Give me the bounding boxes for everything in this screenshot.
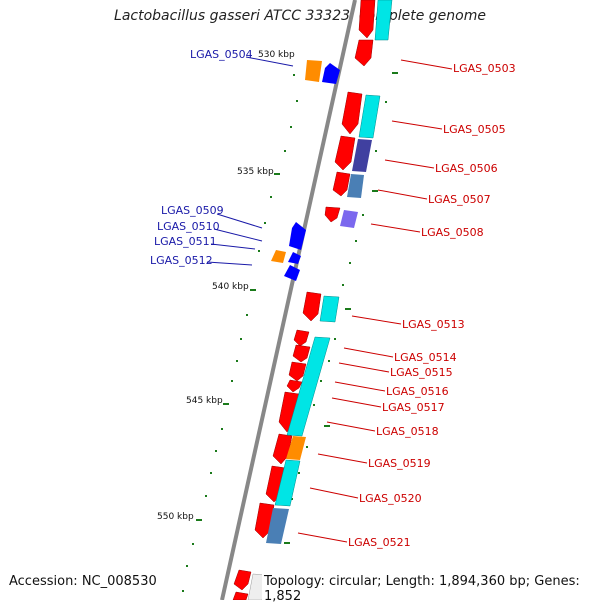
right-gene-labels	[297, 59, 453, 543]
tick-label: 530 kbp	[258, 50, 295, 60]
cds-gene-0507	[332, 171, 351, 197]
genome-stats-label: Topology: circular; Length: 1,894,360 bp…	[262, 574, 600, 604]
left-gene-labels	[206, 56, 294, 266]
label-lgas-0512[interactable]: LGAS_0512	[150, 254, 213, 267]
cds-gene-0523	[232, 591, 249, 600]
label-lgas-0513[interactable]: LGAS_0513	[402, 318, 465, 331]
label-lgas-0503[interactable]: LGAS_0503	[453, 62, 516, 75]
reverse-strand-cds	[271, 60, 340, 281]
label-lgas-0514[interactable]: LGAS_0514	[394, 351, 457, 364]
cds-gene-0522	[233, 569, 252, 591]
label-lgas-0515[interactable]: LGAS_0515	[390, 366, 453, 379]
tick-label: 545 kbp	[186, 396, 223, 406]
tick-label: 535 kbp	[237, 167, 274, 177]
label-lgas-0511[interactable]: LGAS_0511	[154, 235, 217, 248]
label-lgas-0518[interactable]: LGAS_0518	[376, 425, 439, 438]
inner-axis-ring	[182, 74, 298, 592]
cds-gene-0515	[288, 361, 307, 382]
cds-gene-0503	[358, 0, 376, 39]
map-title: Lactobacillus gasseri ATCC 33323, comple…	[114, 8, 486, 24]
cds-gene-0516	[286, 379, 303, 393]
label-lgas-0521[interactable]: LGAS_0521	[348, 536, 411, 549]
cds-gene-0508	[324, 206, 341, 223]
label-lgas-0510[interactable]: LGAS_0510	[157, 220, 220, 233]
label-lgas-0504[interactable]: LGAS_0504	[190, 48, 253, 61]
accession-label: Accession: NC_008530	[9, 574, 157, 589]
outer-axis-ring	[284, 72, 398, 544]
cds-gene-0503b	[354, 39, 374, 67]
cds-gene-0513	[302, 291, 322, 322]
label-lgas-0519[interactable]: LGAS_0519	[368, 457, 431, 470]
cds-gene-0514	[292, 344, 311, 363]
label-lgas-0516[interactable]: LGAS_0516	[386, 385, 449, 398]
label-lgas-0520[interactable]: LGAS_0520	[359, 492, 422, 505]
cds-gene-0514a	[293, 329, 310, 347]
cds-gene-0506	[334, 135, 356, 171]
label-lgas-0508[interactable]: LGAS_0508	[421, 226, 484, 239]
genome-backbone	[220, 0, 357, 600]
label-lgas-0505[interactable]: LGAS_0505	[443, 123, 506, 136]
label-lgas-0509[interactable]: LGAS_0509	[161, 204, 224, 217]
cog-blocks	[247, 0, 393, 600]
tick-label: 550 kbp	[157, 512, 194, 522]
cds-gene-0505	[341, 91, 363, 135]
forward-strand-cds	[232, 0, 376, 600]
label-lgas-0507[interactable]: LGAS_0507	[428, 193, 491, 206]
label-lgas-0506[interactable]: LGAS_0506	[435, 162, 498, 175]
tick-label: 540 kbp	[212, 282, 249, 292]
label-lgas-0517[interactable]: LGAS_0517	[382, 401, 445, 414]
